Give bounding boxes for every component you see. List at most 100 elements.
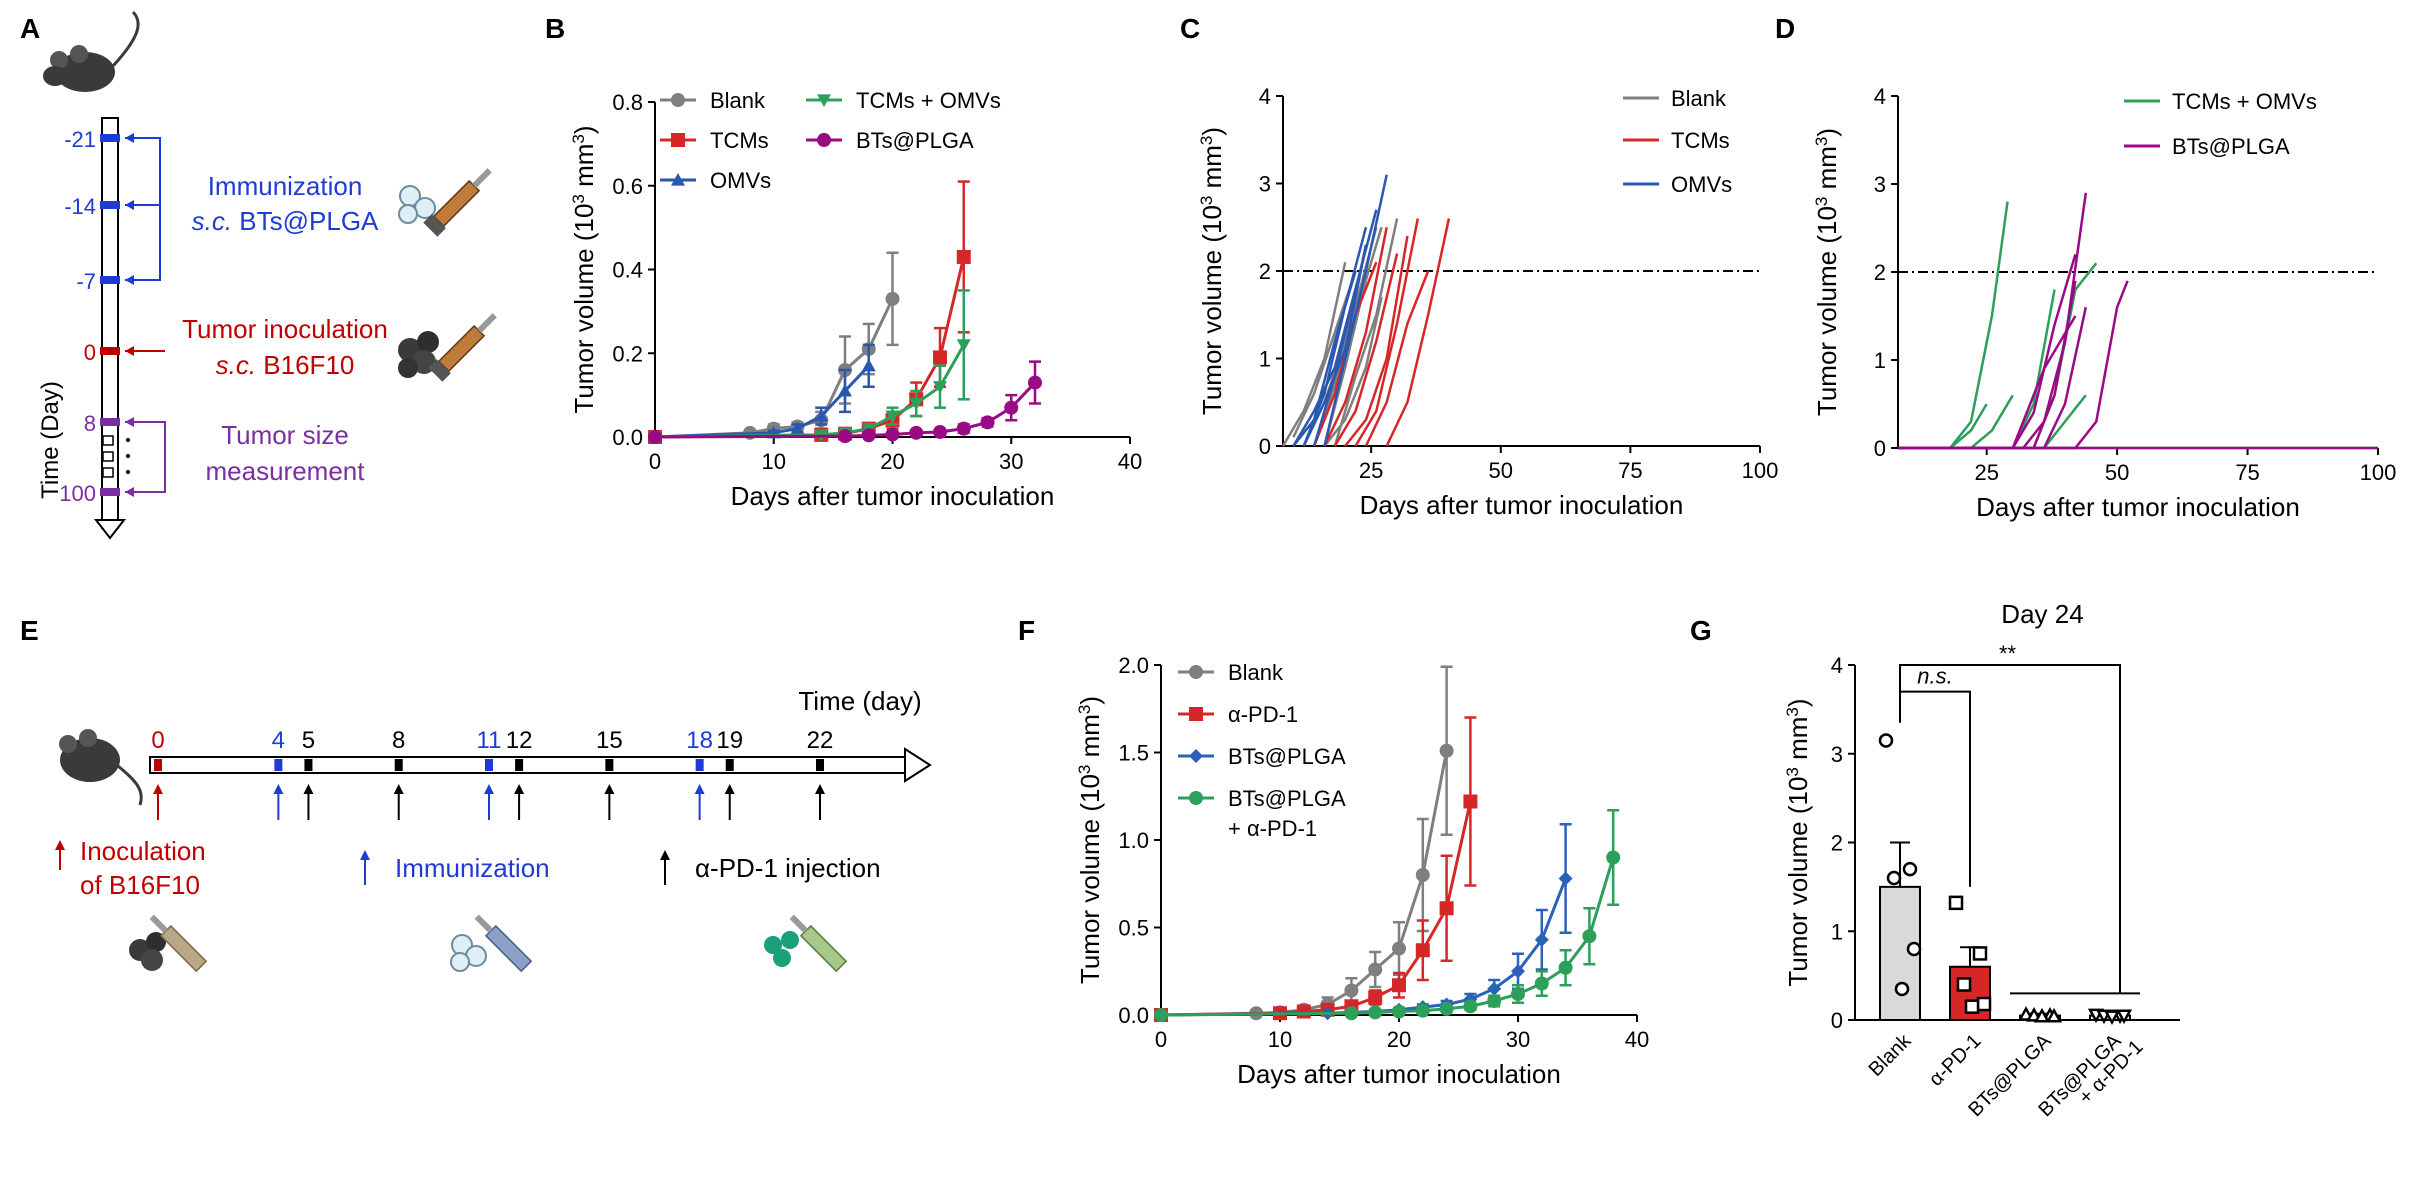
- chart-f-x-tick-label: 10: [1268, 1027, 1292, 1052]
- chart-g-data-point: [1894, 981, 1910, 997]
- chart-c-x-tick-label: 50: [1489, 458, 1513, 483]
- chart-g-x-tick-label: Blank: [1865, 1029, 1917, 1081]
- chart-d-x-tick-label: 25: [1974, 460, 1998, 485]
- chart-d-x-tick-label: 50: [2105, 460, 2129, 485]
- chart-f-series-line: [1160, 877, 1567, 1017]
- immunization-bracket: [125, 137, 161, 281]
- chart-d-group-0: [1898, 201, 2378, 450]
- chart-g-data-point: [1948, 895, 1964, 911]
- chart-g-data-point: [2045, 1007, 2063, 1023]
- chart-b-legend-marker: [671, 173, 685, 186]
- chart-c-individual-line: [1333, 253, 1399, 447]
- chart-b-series-0: [648, 251, 900, 444]
- chart-f-data-point: [1415, 1003, 1430, 1018]
- chart-f-y-axis-label: Tumor volume (103 mm3): [1075, 696, 1106, 984]
- schedule-arrowhead: [303, 784, 314, 794]
- chart-g-data-point: [2033, 1007, 2051, 1023]
- inoculation-label: Tumor inoculation: [182, 314, 388, 344]
- chart-f-data-point: [1606, 850, 1621, 865]
- chart-g-significance-ss: [1899, 664, 2121, 994]
- chart-f-data-point: [1511, 987, 1525, 1001]
- panel-letter-a: A: [20, 13, 40, 44]
- chart-c-individual-line: [1364, 270, 1430, 447]
- schedule-day-label: 18: [686, 727, 713, 754]
- schedule-tick-mark: [605, 759, 614, 771]
- chart-d-individual-line: [1898, 280, 2129, 450]
- panel-e-schedule: Time (day) 0 4 11 185 8 12 15 19 22 Inoculation …: [55, 686, 932, 973]
- schedule-tick-mark: [515, 759, 524, 771]
- chart-b-y-tick-label: 0.0: [612, 425, 643, 450]
- chart-c-individual-line: [1354, 218, 1420, 447]
- chart-b-data-point: [909, 425, 924, 440]
- panel-g-bar-chart: Day 24 0 1 2 3 4 Tumor volume (103 mm3) Blank α-…: [1783, 599, 2180, 1121]
- chart-c-individual-line: [1292, 288, 1357, 447]
- chart-f-x-tick-label: 0: [1155, 1027, 1167, 1052]
- chart-f-data-point: [1344, 1006, 1359, 1021]
- chart-g-data-point: [2103, 1010, 2121, 1026]
- chart-b-data-point: [838, 429, 852, 444]
- chart-f-legend-marker: [1189, 749, 1203, 763]
- chart-b-legend-label: OMVs: [710, 168, 771, 193]
- chart-f-data-point: [1344, 983, 1359, 998]
- chart-g-y-tick-label: 4: [1831, 653, 1843, 678]
- chart-f-legend-label: BTs@PLGA: [1228, 744, 1346, 769]
- chart-c-individual-line: [1333, 218, 1399, 447]
- schedule-arrowhead: [815, 784, 825, 794]
- chart-b-data-point: [933, 424, 947, 439]
- schedule-arrowhead: [514, 784, 525, 794]
- chart-c-legend-label: Blank: [1671, 86, 1727, 111]
- chart-f-data-point: [1439, 1001, 1454, 1016]
- chart-f-y-tick-label: 2.0: [1118, 653, 1149, 678]
- measurement-bracket: [125, 421, 166, 493]
- chart-b-data-point: [956, 249, 971, 264]
- chart-f-data-point: [1463, 794, 1478, 809]
- syringe-icon-e3: [789, 914, 848, 973]
- schedule-day-label: 22: [807, 727, 834, 754]
- chart-c-x-tick-label: 25: [1359, 458, 1383, 483]
- chart-g-title: Day 24: [2001, 599, 2083, 629]
- chart-b-data-point: [814, 409, 829, 422]
- chart-b-x-tick-label: 0: [649, 449, 661, 474]
- chart-b-series-4: [648, 360, 1042, 444]
- syringe-icon: [423, 168, 492, 237]
- chart-g-y-tick-label: 1: [1831, 919, 1843, 944]
- chart-f-data-point: [1558, 871, 1573, 886]
- timeline-bar: [101, 117, 119, 529]
- chart-d-y-tick-label: 1: [1874, 348, 1886, 373]
- timeline-tick-m21: -21: [64, 127, 96, 152]
- schedule-day-label: 19: [716, 727, 743, 754]
- chart-c-legend-label: OMVs: [1671, 172, 1732, 197]
- panel-letter-g: G: [1690, 615, 1712, 646]
- chart-c-individual-line: [1302, 226, 1368, 447]
- chart-g-y-tick-label: 0: [1831, 1008, 1843, 1033]
- chart-b-x-tick-label: 20: [880, 449, 904, 474]
- chart-d-individual-line: [1898, 280, 2077, 450]
- chart-g-y-axis-label: Tumor volume (103 mm3): [1783, 698, 1814, 986]
- chart-f-x-tick-label: 40: [1625, 1027, 1649, 1052]
- chart-g-y-tick-label: 2: [1831, 831, 1843, 856]
- measurement-label-2: measurement: [206, 456, 366, 486]
- chart-b-y-tick-label: 0.6: [612, 174, 643, 199]
- chart-f-x-tick-label: 30: [1506, 1027, 1530, 1052]
- syringe-icon-2: [428, 313, 497, 382]
- chart-g-data-point: [1964, 999, 1980, 1014]
- schedule-day-label: 0: [151, 727, 164, 754]
- chart-c-group-2: [1292, 174, 1388, 447]
- chart-b-legend-marker: [671, 93, 685, 107]
- chart-f-data-point: [1487, 981, 1502, 996]
- chart-b-data-point: [1028, 375, 1042, 390]
- timeline-axis-label: Time (Day): [37, 381, 64, 499]
- chart-d-x-tick-label: 75: [2235, 460, 2259, 485]
- chart-f-data-point: [1415, 868, 1430, 882]
- schedule-day-label: 5: [302, 727, 315, 754]
- legend-inoculation: Inoculation: [80, 836, 206, 866]
- chart-c-individual-line: [1323, 174, 1388, 447]
- schedule-bar: [149, 756, 911, 774]
- panel-letter-f: F: [1018, 615, 1035, 646]
- timeline-arrowhead: [93, 519, 127, 540]
- chart-f-y-tick-label: 0.5: [1118, 916, 1149, 941]
- schedule-arrowhead: [153, 784, 163, 794]
- chart-b-data-point: [885, 291, 900, 306]
- tumor-cells-icon-e: [129, 932, 166, 971]
- chart-f-y-tick-label: 1.5: [1118, 741, 1149, 766]
